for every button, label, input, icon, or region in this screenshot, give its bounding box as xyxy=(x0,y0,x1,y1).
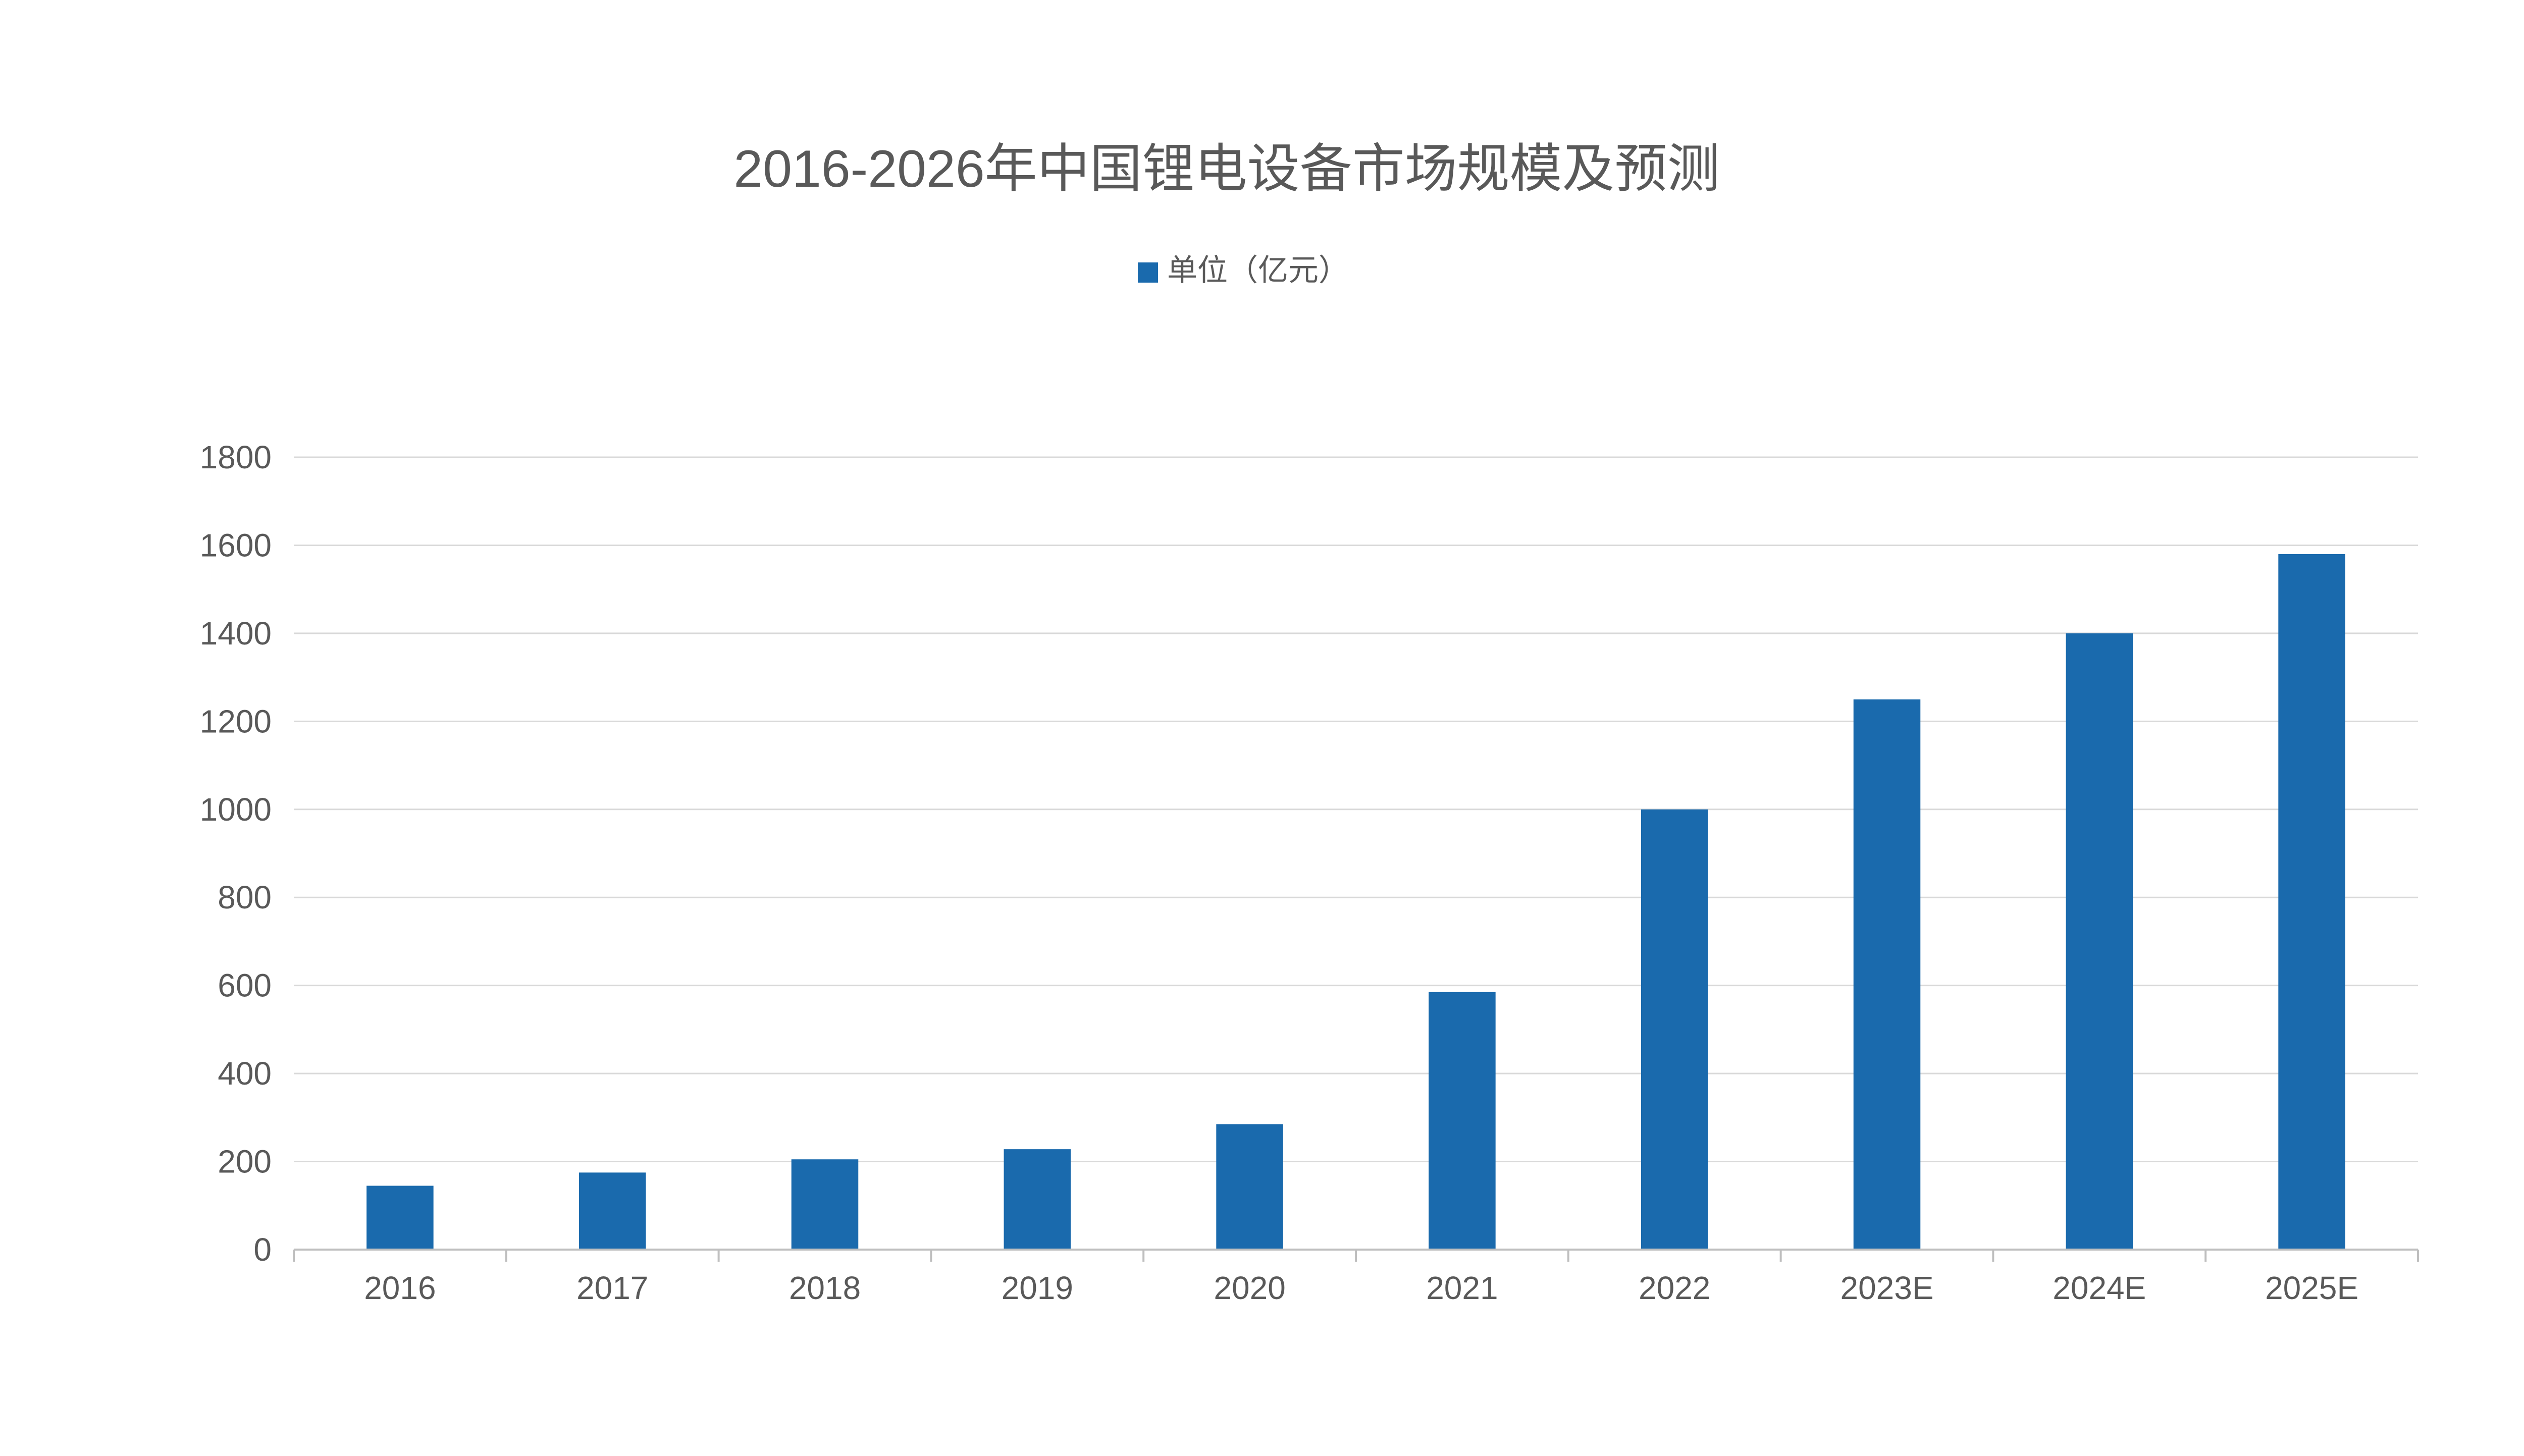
bar-2025E xyxy=(2278,554,2345,1250)
x-tick-label: 2023E xyxy=(1840,1270,1933,1306)
bar-2023E xyxy=(1853,699,1921,1250)
y-tick-label: 1400 xyxy=(200,615,272,652)
bar-2018 xyxy=(791,1159,859,1250)
bar-2019 xyxy=(1004,1149,1071,1250)
y-tick-label: 1800 xyxy=(200,439,272,475)
x-tick-label: 2024E xyxy=(2053,1270,2146,1306)
legend: 单位（亿元） xyxy=(1138,253,1349,287)
y-axis-ticks: 0 200 400 600 800 1000 1200 1400 1600 1800 xyxy=(200,439,272,1268)
legend-swatch xyxy=(1138,262,1158,283)
x-tick-label: 2016 xyxy=(364,1270,436,1306)
legend-label: 单位（亿元） xyxy=(1167,253,1349,287)
y-tick-label: 1600 xyxy=(200,527,272,563)
chart-title: 2016-2026年中国锂电设备市场规模及预测 xyxy=(733,140,1719,198)
x-tick-label: 2025E xyxy=(2265,1270,2358,1306)
y-tick-label: 0 xyxy=(253,1231,272,1268)
bar-2017 xyxy=(579,1172,646,1250)
x-tick-label: 2018 xyxy=(789,1270,861,1306)
bar-2020 xyxy=(1216,1124,1283,1250)
y-tick-label: 400 xyxy=(218,1055,272,1092)
x-tick-label: 2020 xyxy=(1214,1270,1285,1306)
gridlines xyxy=(294,456,2418,1163)
bar-2022 xyxy=(1641,809,1708,1250)
x-tick-label: 2017 xyxy=(576,1270,648,1306)
x-tick-label: 2019 xyxy=(1002,1270,1073,1306)
bar-2016 xyxy=(366,1185,434,1250)
x-axis-ticks: 2016 2017 2018 2019 2020 2021 2022 2023E 2024E 20… xyxy=(364,1270,2358,1306)
y-tick-label: 800 xyxy=(218,879,272,915)
x-tick-label: 2021 xyxy=(1426,1270,1498,1306)
y-tick-label: 1000 xyxy=(200,791,272,828)
bars xyxy=(366,554,2345,1250)
x-axis xyxy=(293,1249,2419,1262)
x-tick-label: 2022 xyxy=(1639,1270,1710,1306)
y-tick-label: 600 xyxy=(218,967,272,1004)
bar-2024E xyxy=(2066,633,2133,1250)
bar-2021 xyxy=(1429,992,1496,1250)
y-tick-label: 200 xyxy=(218,1144,272,1180)
y-tick-label: 1200 xyxy=(200,703,272,739)
